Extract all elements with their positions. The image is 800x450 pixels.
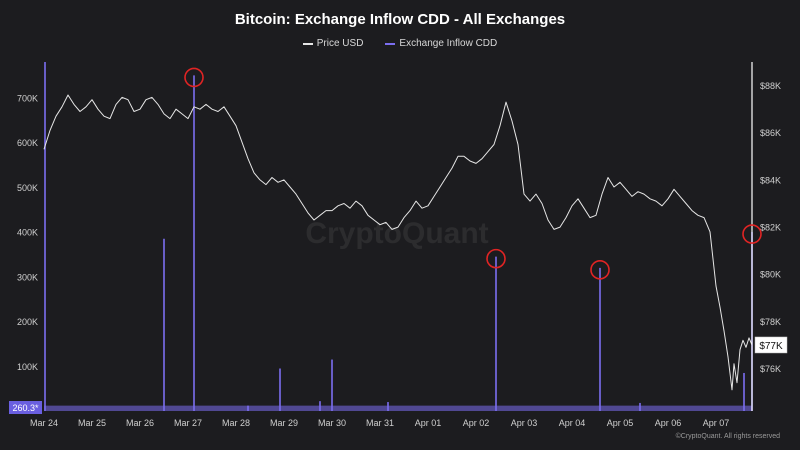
right-axis: $76K $78K $80K $82K $84K $86K $88K (751, 62, 781, 411)
x-tick-label-13: Apr 06 (655, 418, 682, 428)
left-tick-label-1: 200K (17, 317, 38, 327)
watermark: CryptoQuant (305, 217, 488, 250)
left-tick-label-3: 400K (17, 228, 38, 238)
legend-label-price: Price USD (316, 38, 364, 49)
x-tick-label-7: Mar 31 (366, 418, 394, 428)
current-cdd-label: 260.3* (12, 403, 39, 413)
current-price-label: $77K (759, 341, 783, 352)
x-tick-label-9: Apr 02 (463, 418, 490, 428)
x-tick-label-1: Mar 25 (78, 418, 106, 428)
right-tick-label-3: $82K (760, 223, 781, 233)
x-tick-label-4: Mar 28 (222, 418, 250, 428)
x-axis: Mar 24 Mar 25 Mar 26 Mar 27 Mar 28 Mar 29 Mar … (30, 418, 729, 428)
right-tick-label-0: $76K (760, 364, 781, 374)
current-price-label-box (754, 336, 788, 354)
x-tick-label-10: Apr 03 (511, 418, 538, 428)
price-line (43, 94, 753, 391)
legend-item-price[interactable]: Price USD (302, 38, 364, 49)
legend-item-cdd[interactable]: Exchange Inflow CDD (385, 38, 497, 49)
left-tick-label-5: 600K (17, 138, 38, 148)
highlight-circle-1 (486, 248, 506, 269)
right-tick-label-2: $80K (760, 270, 781, 280)
chart-title: Bitcoin: Exchange Inflow CDD - All Excha… (234, 11, 566, 28)
x-tick-label-5: Mar 29 (270, 418, 298, 428)
highlight-circle-3 (742, 224, 762, 244)
left-tick-label-6: 700K (17, 93, 38, 103)
price-series (43, 94, 753, 391)
legend: Price USD Exchange Inflow CDD (0, 38, 800, 49)
copyright: ©CryptoQuant. All rights reserved (676, 432, 780, 440)
x-tick-label-0: Mar 24 (30, 418, 58, 428)
x-tick-label-8: Apr 01 (415, 418, 442, 428)
right-tick-label-4: $84K (760, 175, 781, 185)
cdd-line-swatch-icon (385, 42, 396, 45)
highlight-circle-0 (184, 67, 204, 88)
left-axis: 100K 200K 300K 400K 500K 600K 700K (17, 93, 38, 371)
left-tick-label-2: 300K (17, 272, 38, 282)
x-tick-label-3: Mar 27 (174, 418, 202, 428)
right-tick-label-5: $86K (760, 128, 781, 138)
highlight-markers (184, 67, 762, 280)
x-tick-label-11: Apr 04 (559, 418, 586, 428)
current-value-labels: 260.3* $77K (9, 336, 788, 414)
current-cdd-label-box (9, 401, 42, 414)
highlight-circle-2 (590, 260, 610, 280)
cdd-series (44, 62, 753, 411)
price-line-swatch-icon (302, 42, 313, 45)
left-tick-label-0: 100K (17, 362, 38, 372)
right-tick-label-6: $88K (760, 81, 781, 91)
x-tick-label-6: Mar 30 (318, 418, 346, 428)
x-tick-label-12: Apr 05 (607, 418, 634, 428)
legend-label-cdd: Exchange Inflow CDD (399, 38, 498, 49)
left-tick-label-4: 500K (17, 183, 38, 193)
x-tick-label-14: Apr 07 (703, 418, 730, 428)
right-tick-label-1: $78K (760, 317, 781, 327)
cdd-baseline-band (44, 405, 752, 411)
x-tick-label-2: Mar 26 (126, 418, 154, 428)
